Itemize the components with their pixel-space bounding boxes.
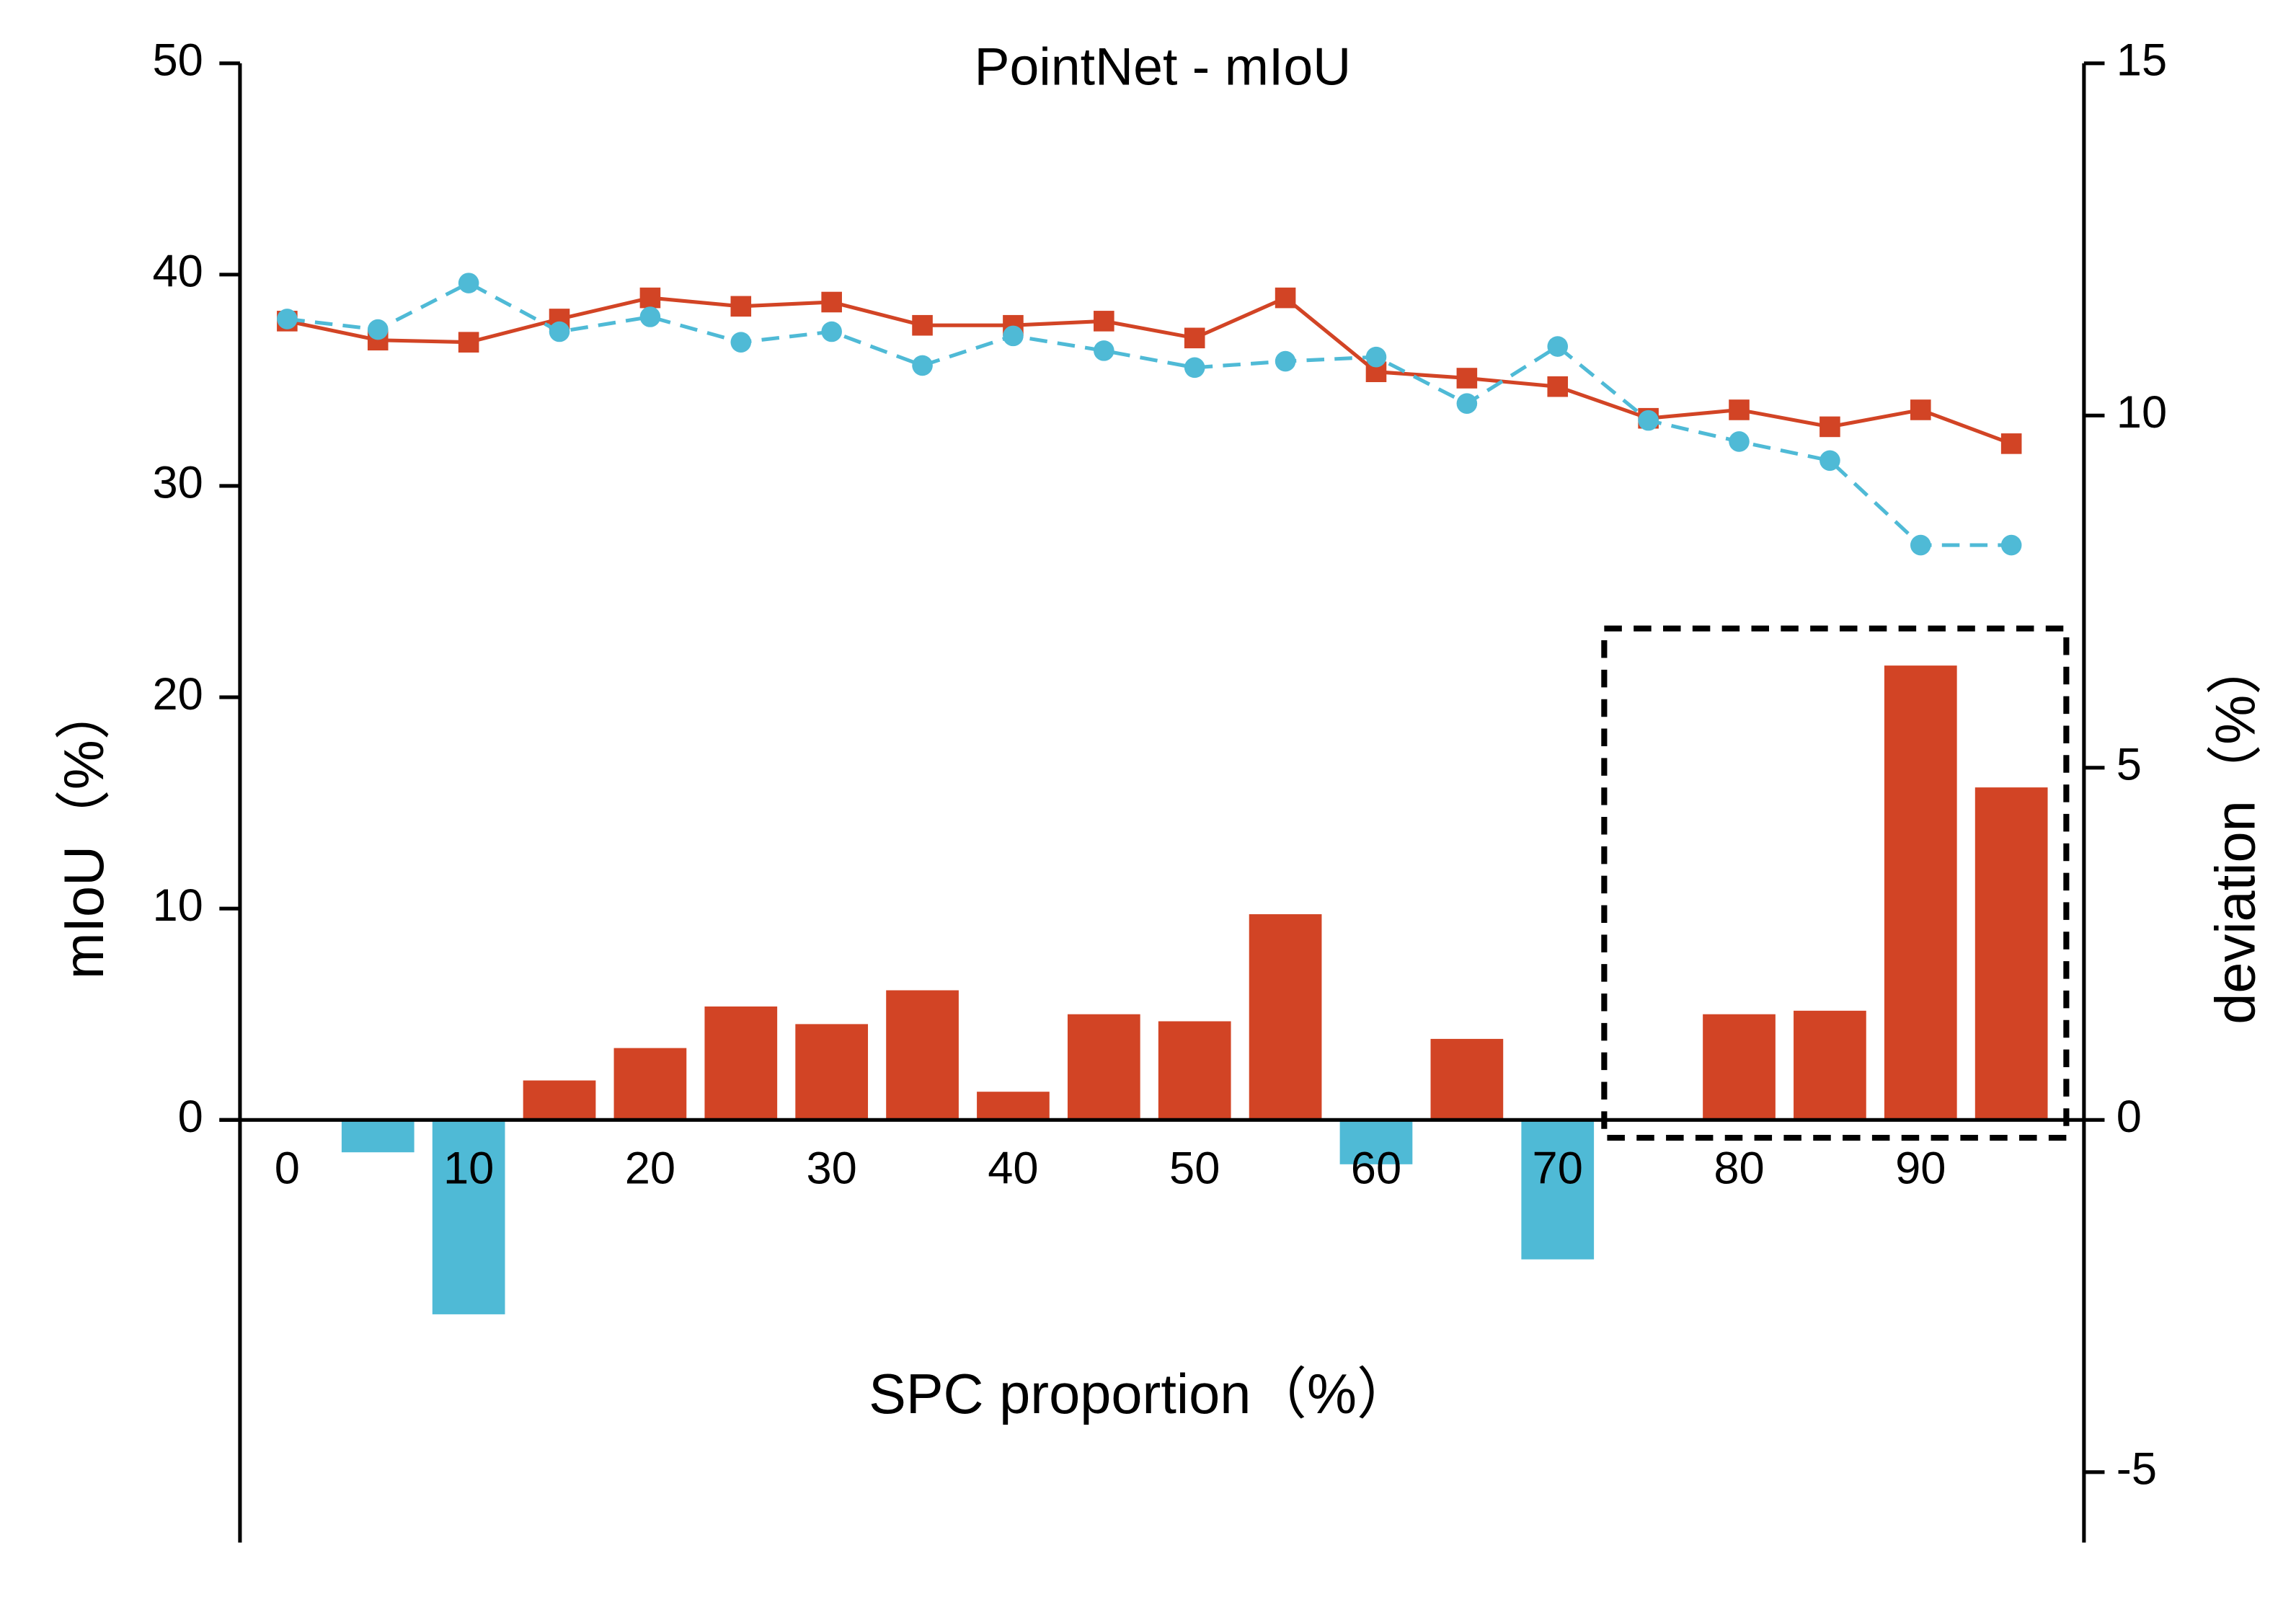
y-tick-label: 20 xyxy=(152,669,203,720)
marker xyxy=(1003,325,1024,347)
marker xyxy=(1547,336,1569,357)
y2-tick-label: 5 xyxy=(2117,739,2142,789)
marker xyxy=(458,332,479,353)
bar xyxy=(1974,787,2048,1120)
bar xyxy=(1339,1120,1413,1164)
marker xyxy=(458,273,479,293)
y-tick-label: 30 xyxy=(152,458,203,508)
marker xyxy=(1729,431,1750,452)
bar xyxy=(1430,1038,1504,1120)
y2-tick-label: -5 xyxy=(2117,1443,2157,1494)
marker xyxy=(1275,350,1296,372)
bar xyxy=(523,1080,596,1120)
marker xyxy=(367,319,389,340)
marker xyxy=(912,314,933,336)
y2-tick-label: 0 xyxy=(2117,1092,2142,1142)
marker xyxy=(639,306,661,327)
marker xyxy=(1094,311,1114,332)
y-tick-label: 50 xyxy=(152,35,203,86)
bar xyxy=(1249,913,1322,1120)
bar xyxy=(704,1006,778,1120)
x-tick-label: 0 xyxy=(275,1143,300,1193)
line xyxy=(287,280,2012,547)
x-tick-label: 30 xyxy=(806,1143,856,1193)
bar xyxy=(795,1024,869,1120)
marker xyxy=(912,355,933,376)
y2-tick-label: 15 xyxy=(2117,35,2167,86)
x-tick-label: 60 xyxy=(1351,1143,1401,1193)
marker xyxy=(1275,287,1296,309)
marker xyxy=(1456,368,1478,389)
y2-axis-label: deviation（%） xyxy=(2205,639,2267,1025)
bar xyxy=(1158,1021,1231,1120)
x-tick-label: 10 xyxy=(443,1143,494,1193)
bar xyxy=(1521,1120,1595,1260)
x-tick-label: 50 xyxy=(1169,1143,1220,1193)
marker xyxy=(1729,399,1750,420)
bar xyxy=(1794,1010,1866,1120)
marker xyxy=(2000,433,2022,454)
bar xyxy=(1884,665,1957,1120)
marker xyxy=(549,321,570,342)
marker xyxy=(1184,357,1205,379)
marker xyxy=(1910,399,1931,420)
marker xyxy=(1638,410,1659,431)
bar xyxy=(341,1120,415,1153)
x-tick-label: 20 xyxy=(625,1143,675,1193)
y-axis-label: mIoU（%） xyxy=(53,684,115,979)
y-tick-label: 40 xyxy=(152,247,203,297)
marker xyxy=(1547,376,1569,397)
x-axis-label: SPC proportion（%） xyxy=(869,1363,1412,1425)
line xyxy=(286,296,2013,446)
chart-title: PointNet - mIoU xyxy=(975,36,1352,96)
x-tick-label: 40 xyxy=(988,1143,1038,1193)
marker xyxy=(1456,393,1478,414)
marker xyxy=(277,309,298,329)
y2-tick-label: 10 xyxy=(2117,387,2167,438)
marker xyxy=(1094,340,1114,361)
marker xyxy=(730,296,752,317)
x-tick-label: 70 xyxy=(1533,1143,1583,1193)
plot-area: 0 10 20 30 40 50 -5 0 5 10 15 0 10 20 30 40 50 60 70 80 90 xyxy=(152,35,2167,1543)
marker xyxy=(2000,534,2022,556)
y-tick-label: 10 xyxy=(152,880,203,931)
x-tick-label: 80 xyxy=(1714,1143,1764,1193)
marker xyxy=(1819,450,1840,472)
marker xyxy=(1819,416,1840,438)
highlight-box xyxy=(1601,625,2070,1141)
bar xyxy=(977,1092,1050,1120)
marker xyxy=(821,291,842,313)
bar xyxy=(1067,1014,1140,1120)
marker xyxy=(1910,534,1931,556)
marker xyxy=(1365,346,1387,368)
bar xyxy=(613,1048,687,1120)
marker xyxy=(821,321,842,342)
x-tick-label: 90 xyxy=(1895,1143,1946,1193)
marker xyxy=(639,287,661,309)
y-tick-label: 0 xyxy=(178,1092,203,1142)
bar xyxy=(886,990,959,1120)
marker xyxy=(1184,327,1205,349)
marker xyxy=(730,332,752,353)
bar xyxy=(1703,1014,1776,1120)
bar xyxy=(432,1120,505,1314)
